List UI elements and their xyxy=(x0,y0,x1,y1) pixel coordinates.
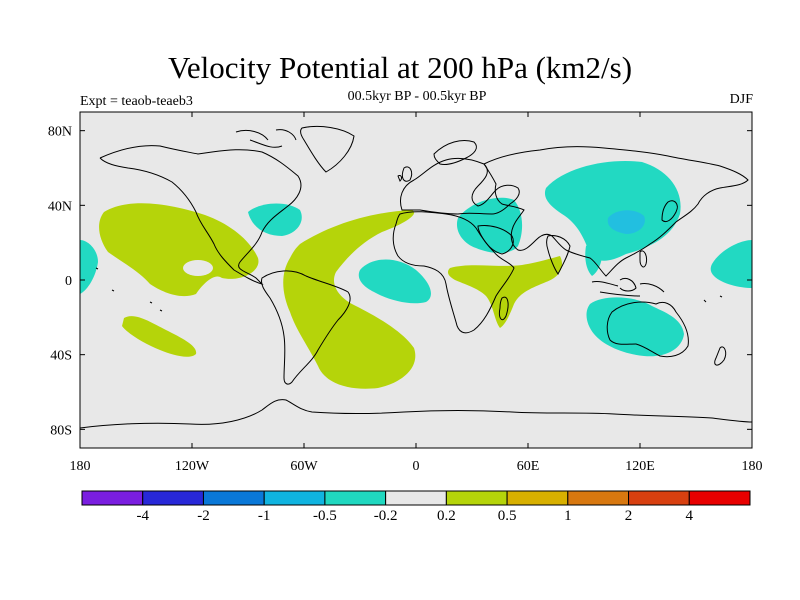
coast-arabia xyxy=(477,225,514,255)
colorbar-swatch xyxy=(688,490,751,506)
lat-tick-label: 80S xyxy=(50,423,72,438)
coast-india xyxy=(546,235,571,275)
colorbar-swatch xyxy=(142,490,204,506)
plot-subtitle: 00.5kyr BP - 00.5kyr BP xyxy=(347,89,487,104)
lon-tick-label: 60E xyxy=(517,459,540,474)
colorbar-swatch xyxy=(81,490,144,506)
coast-antarctica xyxy=(80,399,752,429)
colorbar-swatch xyxy=(385,490,447,506)
coastlines xyxy=(80,125,752,429)
lat-tick-label: 0 xyxy=(65,274,72,289)
lon-tick-label: 60W xyxy=(290,459,318,474)
positive-region-south-pacific xyxy=(122,316,197,357)
coast-new-zealand xyxy=(714,346,727,366)
lon-tick-label: 180 xyxy=(742,459,763,474)
colorbar-swatch xyxy=(202,490,265,506)
coast-british-isles xyxy=(397,166,413,182)
lat-tick-label: 40N xyxy=(48,199,72,214)
plot-title: Velocity Potential at 200 hPa (km2/s) xyxy=(167,50,633,85)
lon-tick-label: 180 xyxy=(70,459,91,474)
colorbar-swatch xyxy=(324,490,387,506)
strong-negative-region-china xyxy=(607,210,645,234)
colorbar-label: 1 xyxy=(564,508,572,524)
positive-region-atlantic xyxy=(283,210,416,389)
colorbar-label: 0.5 xyxy=(497,508,517,524)
colorbar-swatch xyxy=(567,490,630,506)
negative-region-eastern-atlantic xyxy=(358,259,431,304)
coast-greenland xyxy=(300,125,355,173)
lat-tick-label: 80N xyxy=(48,125,72,140)
colorbar-label: -2 xyxy=(197,508,210,524)
coast-japan xyxy=(661,200,678,223)
colorbar-label: 4 xyxy=(685,508,694,524)
coast-madagascar xyxy=(499,296,509,321)
coast-north-america xyxy=(99,145,302,285)
colorbar-swatch xyxy=(628,490,690,506)
season-label: DJF xyxy=(729,92,753,107)
colorbar-label: -0.5 xyxy=(313,508,337,524)
coast-south-america xyxy=(261,270,351,385)
positive-region-indian-ocean xyxy=(447,256,563,328)
colorbar-label: -4 xyxy=(136,508,149,524)
colorbar-swatch xyxy=(263,490,326,506)
colorbar-label: -0.2 xyxy=(373,508,398,524)
negative-region-west-pacific-edge xyxy=(710,240,752,288)
lon-tick-label: 120E xyxy=(625,459,655,474)
coast-scandinavia xyxy=(433,140,477,165)
negative-region-east-asia xyxy=(544,161,681,261)
coast-africa xyxy=(392,211,515,334)
colorbar-swatch xyxy=(445,490,508,506)
contour-regions xyxy=(80,161,752,389)
longitude-axis: 180 120W 60W 0 60E 120E 180 xyxy=(70,112,763,474)
coast-indonesia xyxy=(591,277,665,297)
positive-region-north-pacific xyxy=(99,203,259,297)
negative-region-maritime xyxy=(585,242,603,276)
lon-tick-label: 120W xyxy=(175,459,210,474)
colorbar-label: 0.2 xyxy=(436,508,456,524)
colorbar-label: 2 xyxy=(624,508,633,524)
experiment-label: Expt = teaob-teaeb3 xyxy=(80,94,193,109)
coast-asia xyxy=(483,146,749,277)
colorbar xyxy=(81,490,751,506)
coast-philippines xyxy=(639,250,647,268)
negative-region-australia xyxy=(586,297,684,357)
coast-australia xyxy=(606,301,689,358)
negative-region-north-america xyxy=(248,203,302,236)
coast-pacific-islands xyxy=(95,267,723,312)
near-zero-hole xyxy=(183,260,213,276)
lon-tick-label: 0 xyxy=(413,459,420,474)
colorbar-swatch xyxy=(506,490,569,506)
colorbar-label: -1 xyxy=(257,508,271,524)
latitude-axis: 80N 40N 0 40S 80S xyxy=(48,125,752,438)
lat-tick-label: 40S xyxy=(50,349,72,364)
coast-arctic-islands xyxy=(235,129,297,148)
coast-europe xyxy=(400,157,520,215)
